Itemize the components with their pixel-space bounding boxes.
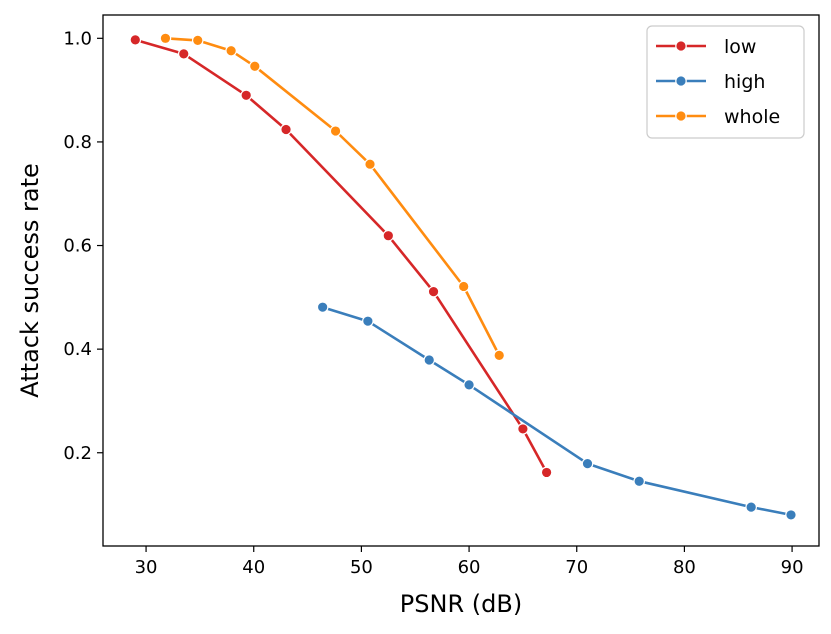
- data-point-high: [785, 509, 797, 521]
- legend-item-high: high: [656, 71, 765, 93]
- series-line-high: [321, 305, 793, 517]
- legend-item-low: low: [656, 36, 756, 58]
- data-point-high: [581, 457, 594, 470]
- legend-label-whole: whole: [724, 106, 780, 128]
- data-point-low: [382, 229, 395, 242]
- data-point-whole: [364, 158, 376, 170]
- legend-label-high: high: [724, 71, 765, 93]
- x-tick-label: 30: [135, 557, 158, 578]
- x-tick-label: 70: [565, 557, 588, 578]
- plot-area-frame: [102, 14, 820, 547]
- series-low: [129, 34, 553, 479]
- x-axis: 30 40 50 60 70 80 90: [135, 546, 804, 578]
- series-whole: [159, 32, 506, 362]
- x-tick-label: 80: [673, 557, 696, 578]
- legend-marker-low: [675, 40, 687, 52]
- data-point-low: [240, 89, 252, 102]
- data-point-high: [633, 475, 645, 488]
- data-point-whole: [457, 280, 470, 293]
- data-point-low: [177, 48, 190, 60]
- x-tick-label: 60: [458, 557, 481, 578]
- x-tick-label: 90: [781, 557, 804, 578]
- series-line-whole: [164, 36, 501, 357]
- legend: low high whole: [646, 25, 805, 139]
- x-tick-label: 50: [350, 557, 373, 578]
- data-point-high: [463, 379, 475, 391]
- data-point-whole: [159, 32, 172, 45]
- data-point-whole: [225, 44, 237, 57]
- data-point-whole: [493, 349, 506, 362]
- legend-marker-whole: [675, 110, 687, 122]
- data-point-low: [517, 423, 529, 435]
- legend-marker-high: [675, 75, 687, 87]
- plot-marks: [129, 32, 797, 521]
- data-point-high: [316, 301, 329, 313]
- y-axis: 0.2 0.4 0.6 0.8 1.0: [63, 28, 103, 464]
- data-point-high: [362, 315, 374, 327]
- data-point-whole: [191, 34, 204, 47]
- data-point-low: [129, 34, 142, 46]
- y-tick-label: 0.2: [63, 443, 92, 464]
- data-point-low: [540, 466, 553, 479]
- y-axis-label: Attack success rate: [16, 163, 44, 398]
- y-tick-label: 0.4: [63, 339, 92, 360]
- data-point-high: [423, 354, 436, 366]
- data-point-low: [280, 123, 292, 136]
- y-tick-label: 0.6: [63, 236, 92, 257]
- data-point-high: [745, 501, 757, 513]
- legend-item-whole: whole: [656, 106, 780, 128]
- data-point-whole: [249, 60, 261, 73]
- x-tick-label: 40: [242, 557, 265, 578]
- data-point-low: [427, 285, 440, 298]
- y-tick-label: 0.8: [63, 132, 92, 153]
- legend-box: [646, 25, 805, 139]
- y-tick-label: 1.0: [63, 28, 92, 49]
- data-point-whole: [329, 125, 342, 137]
- series-high: [316, 301, 797, 521]
- series-line-low: [134, 38, 548, 474]
- legend-label-low: low: [724, 36, 756, 58]
- x-axis-label: PSNR (dB): [400, 590, 522, 618]
